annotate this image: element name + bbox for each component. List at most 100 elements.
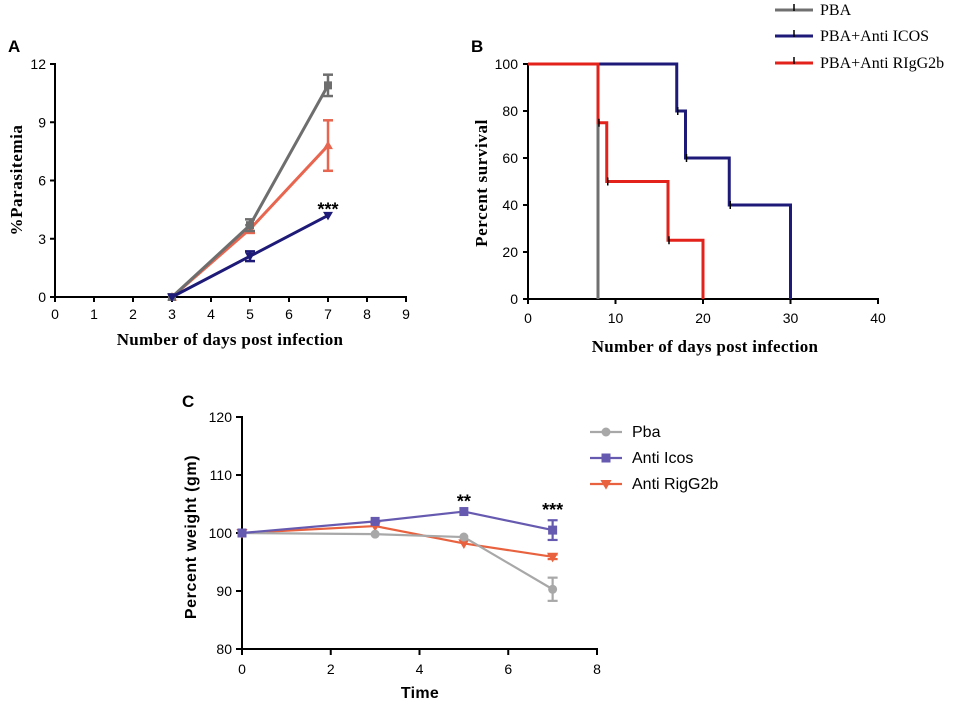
panel-a-x-tick-label: 3 [168,306,176,322]
panel-c-significance-label: *** [542,500,563,520]
panel-a-series-0 [168,73,333,301]
panel-c-series-0 [237,528,558,602]
panel-a-series-0-point [324,81,332,90]
panel-a-series-1-point [167,293,177,302]
panel-a-x-axis-title: Number of days post infection [117,330,344,349]
panel-b-legend-item: PBA [775,2,852,19]
panel-c-series-1-point [548,525,558,535]
panel-c-legend-item: Pba [590,424,661,441]
panel-c-series-2-point [547,552,559,563]
panel-c-legend-label: Anti RigG2b [632,476,718,493]
panel-c-y-tick-label: 80 [216,641,232,657]
panel-b-x-tick-label: 30 [783,310,799,326]
panel-c: C 0 2 4 6 8 80 90 100 110 120 Time Percent weight (g… [182,392,718,702]
panel-a-series-1-point [245,252,255,262]
panel-c-x-tick-label: 0 [238,661,246,677]
panel-c-y-tick-label: 110 [210,467,233,483]
panel-b-series-0 [528,62,600,299]
panel-c-series-0-point [459,532,469,542]
panel-b-legend-label: PBA+Anti ICOS [820,28,929,45]
panel-a-x-tick-label: 4 [207,306,215,322]
panel-b-series-2 [528,62,705,299]
panel-b-x-axis-title: Number of days post infection [592,337,819,356]
panel-b-x-tick-label: 0 [524,310,532,326]
panel-b-legend-item: PBA+Anti ICOS [775,28,929,45]
panel-a-x-tick-label: 9 [402,306,410,322]
panel-b-y-tick-label: 80 [502,103,518,119]
panel-b-y-tick-label: 100 [495,56,519,72]
panel-b-series-1-survival-line [528,62,792,299]
panel-c-x-tick-label: 8 [593,661,601,677]
panel-c-series-2-point [458,539,470,550]
panel-a-y-axis-title: %Parasitemia [7,124,26,235]
panel-a-series-2 [167,119,333,301]
panel-b-y-tick-label: 0 [510,291,518,307]
panel-b-y-tick-label: 60 [502,150,518,166]
panel-a-x-tick-label: 2 [129,306,137,322]
panel-c-y-axis-title: Percent weight (gm) [183,455,200,619]
panel-b-x-tick-label: 20 [695,310,711,326]
panel-c-legend-item: Anti RigG2b [590,476,718,493]
panel-c-y-tick-label: 120 [209,409,233,425]
panel-c-legend: Pba Anti Icos Anti RigG2b [590,424,718,493]
panel-c-legend-item: Anti Icos [590,450,693,467]
panel-a-x-tick-label: 0 [51,306,59,322]
panel-c-letter: C [182,392,194,411]
panel-c-legend-marker [601,453,611,463]
panel-a-y-tick-label: 9 [38,114,46,130]
panel-a-series-1 [167,211,333,302]
panel-a-x-tick-label: 8 [363,306,371,322]
panel-b-y-tick-label: 20 [502,244,518,260]
panel-c-series-1 [237,507,558,542]
panel-a-letter: A [8,37,20,56]
panel-a-series-0-line [170,84,330,299]
panel-c-series-1-point [237,528,247,538]
panel-b-series-1 [528,62,792,299]
panel-a-x-tick-label: 6 [285,306,293,322]
panel-b: B 0 10 20 30 40 0 20 40 60 80 100 Number of days pos… [471,2,944,356]
panel-b-y-axis-title: Percent survival [472,119,491,247]
panel-a-y-tick-label: 12 [30,56,46,72]
panel-b-series-0-survival-line [528,62,600,299]
panel-a-y-tick-label: 6 [38,173,46,189]
panel-a-x-tick-label: 5 [246,306,254,322]
panel-c-x-tick-label: 6 [504,661,512,677]
panel-c-y-tick-label: 100 [209,525,233,541]
panel-b-legend-item: PBA+Anti RIgG2b [775,55,944,72]
panel-b-y-tick-label: 40 [502,197,518,213]
panel-c-series-1-point [459,507,469,517]
panel-c-legend-marker [601,427,611,437]
panel-b-letter: B [471,37,483,56]
panel-c-series-0-line [241,531,554,591]
panel-c-y-tick-label: 90 [216,583,232,599]
panel-c-series-1-line [241,510,553,535]
panel-b-series-2-survival-line [528,62,705,299]
panel-a-x-tick-label: 7 [324,306,332,322]
panel-b-legend-label: PBA+Anti RIgG2b [820,55,944,72]
panel-a-series-1-point [323,211,333,221]
panel-a-x-tick-label: 1 [90,306,98,322]
panel-a-significance-label: *** [317,199,338,219]
panel-c-legend-label: Anti Icos [632,450,693,467]
panel-c-x-axis-title: Time [401,685,439,702]
panel-c-x-tick-label: 4 [416,661,424,677]
panel-c-legend-marker [600,479,612,490]
panel-b-legend: PBA PBA+Anti ICOS PBA+Anti RIgG2b [775,2,944,72]
panel-a-y-tick-label: 3 [38,231,46,247]
panel-a-series-2-point [323,140,333,150]
panel-c-series-0-point [370,529,380,539]
panel-b-x-tick-label: 10 [608,310,624,326]
panel-c-x-tick-label: 2 [327,661,335,677]
panel-c-series-1-point [370,516,380,526]
panel-c-legend-label: Pba [632,424,661,441]
panel-c-series-2-line [241,524,553,558]
panel-b-x-tick-label: 40 [870,310,886,326]
panel-a-y-tick-label: 0 [38,289,46,305]
panel-c-significance-label: ** [457,492,471,512]
panel-a-series-0-point [246,221,254,230]
panel-c-series-2 [236,521,559,563]
panel-b-legend-label: PBA [820,2,852,19]
panel-c-series-0-point [548,584,558,594]
